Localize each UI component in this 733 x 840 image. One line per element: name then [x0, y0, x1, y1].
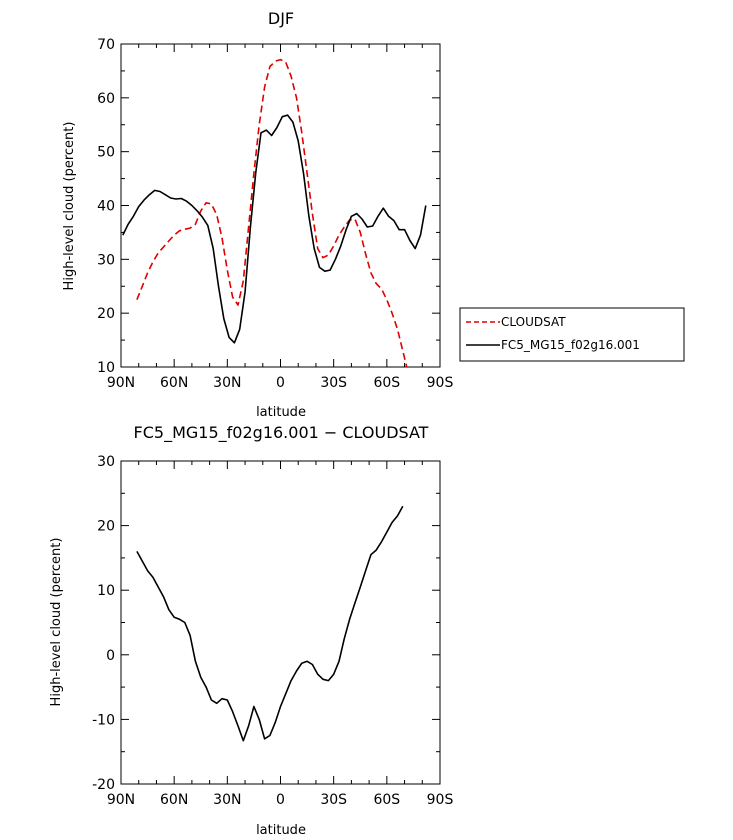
y-tick-label: -20: [92, 777, 115, 793]
x-tick-label: 90S: [427, 375, 454, 391]
x-tick-label: 60N: [160, 792, 188, 808]
x-tick-label: 60N: [160, 375, 188, 391]
legend-box: [459, 307, 685, 362]
y-tick-label: 40: [97, 199, 115, 215]
x-tick-label: 0: [276, 792, 285, 808]
x-tick-label: 30N: [213, 375, 241, 391]
y-tick-label: 10: [97, 360, 115, 376]
y-tick-label: 70: [97, 37, 115, 53]
top-series-lines: [122, 58, 427, 367]
top-x-axis-label: latitude: [256, 405, 306, 420]
top-plot-frame: [120, 43, 441, 368]
y-tick-label: 20: [97, 306, 115, 322]
y-tick-label: 0: [106, 648, 115, 664]
x-tick-label: 30S: [320, 792, 347, 808]
x-tick-label: 90S: [427, 792, 454, 808]
bottom-panel: FC5_MG15_f02g16.001 − CLOUDSAT latitude …: [49, 423, 453, 838]
x-tick-label: 90N: [107, 375, 135, 391]
bottom-chart-title: FC5_MG15_f02g16.001 − CLOUDSAT: [134, 423, 429, 443]
y-tick-label: 30: [97, 252, 115, 268]
y-tick-label: 10: [97, 583, 115, 599]
y-tick-label: -10: [92, 712, 115, 728]
legend-label-model: FC5_MG15_f02g16.001: [501, 338, 640, 352]
legend-label-cloudsat: CLOUDSAT: [501, 315, 566, 329]
bottom-series-lines: [136, 505, 404, 742]
y-tick-label: 50: [97, 145, 115, 161]
x-tick-label: 60S: [373, 792, 400, 808]
bottom-plot-frame: [120, 460, 441, 785]
x-tick-label: 60S: [373, 375, 400, 391]
top-chart-title: DJF: [268, 9, 294, 28]
top-series-line-0: [136, 58, 408, 367]
x-tick-label: 0: [276, 375, 285, 391]
top-series-line-1: [122, 114, 427, 344]
x-tick-label: 90N: [107, 792, 135, 808]
top-panel: DJF latitude High-level cloud (percent) …: [62, 9, 453, 420]
y-tick-label: 30: [97, 454, 115, 470]
x-tick-label: 30S: [320, 375, 347, 391]
bottom-x-axis-label: latitude: [256, 823, 306, 838]
x-tick-label: 30N: [213, 792, 241, 808]
y-tick-label: 60: [97, 91, 115, 107]
bottom-series-line-0: [136, 505, 404, 742]
bottom-ticks: 90N 60N 30N 0 30S 60S 90S -20 -10 0 10 20 30: [92, 454, 453, 808]
legend: CLOUDSAT FC5_MG15_f02g16.001: [459, 307, 685, 362]
top-y-axis-label: High-level cloud (percent): [62, 122, 77, 291]
top-ticks: 90N 60N 30N 0 30S 60S 90S 10 20 30 40 50 60 70: [97, 37, 453, 391]
bottom-y-axis-label: High-level cloud (percent): [49, 538, 64, 707]
y-tick-label: 20: [97, 519, 115, 535]
